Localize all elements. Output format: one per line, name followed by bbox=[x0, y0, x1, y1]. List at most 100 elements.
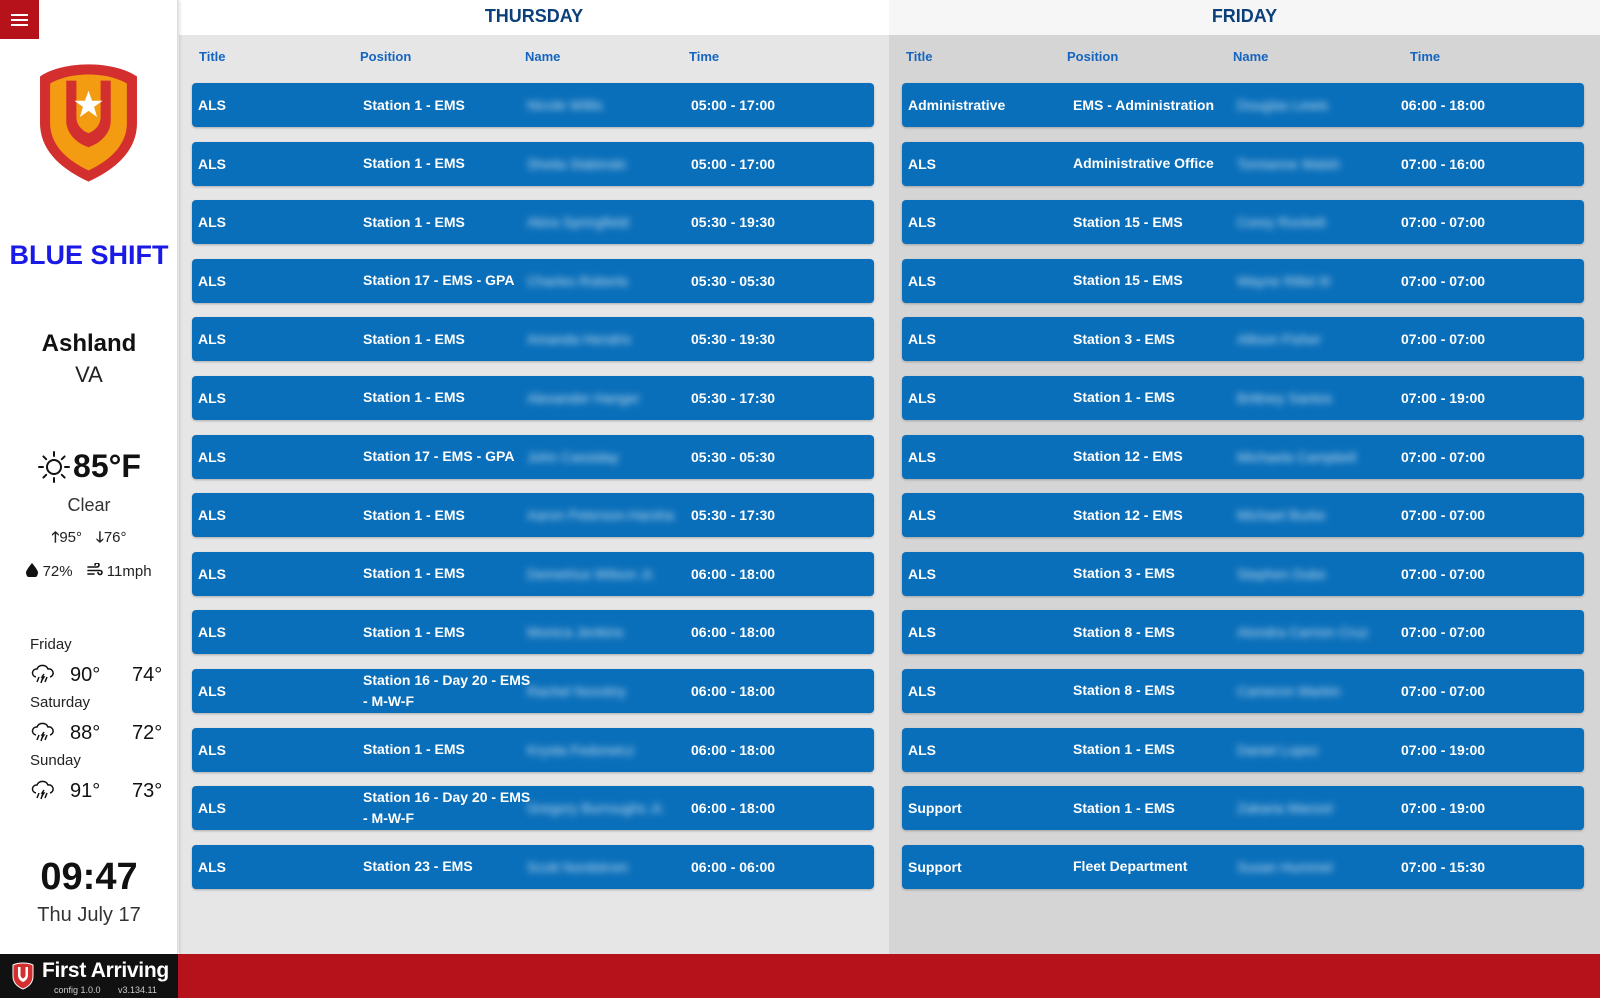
location-city: Ashland bbox=[41, 330, 137, 357]
column-header-name: Name bbox=[1233, 49, 1269, 64]
column-headers: Title Position Name Time bbox=[889, 35, 1600, 83]
shift-position: Station 1 - EMS bbox=[1073, 799, 1175, 816]
shift-row[interactable]: Administrative EMS - Administration Dougla… bbox=[902, 83, 1584, 127]
shift-position: Station 23 - EMS bbox=[363, 858, 473, 875]
shift-row[interactable]: ALS Station 1 - EMS Demetrius Wilson Jr. 06… bbox=[192, 551, 874, 596]
shift-time: 06:00 - 18:00 bbox=[691, 624, 776, 641]
shift-time: 07:00 - 07:00 bbox=[1401, 331, 1486, 348]
shift-row[interactable]: ALS Station 16 - Day 20 - EMS - M-W-F Rach… bbox=[192, 668, 874, 713]
shift-position: Station 1 - EMS bbox=[363, 155, 465, 172]
shift-person-name: Allison Fisher bbox=[1237, 331, 1322, 348]
sidebar: BLUE SHIFT Ashland VA 85°F Clear 🡑95° 🡓7… bbox=[0, 0, 178, 954]
shift-title: ALS bbox=[198, 331, 226, 348]
arrow-down-icon: 🡓 bbox=[96, 529, 104, 546]
shift-row[interactable]: ALS Station 1 - EMS Alexander Hanger 05:30 … bbox=[192, 375, 874, 420]
shift-time: 05:30 - 17:30 bbox=[691, 389, 776, 406]
shift-row[interactable]: ALS Station 3 - EMS Allison Fisher 07:00 - … bbox=[902, 317, 1584, 362]
shift-row[interactable]: Support Station 1 - EMS Zakaria Manzel 07:0… bbox=[902, 786, 1584, 831]
column-header-name: Name bbox=[525, 49, 561, 64]
shift-row[interactable]: ALS Station 12 - EMS Michael Burke 07:00 - … bbox=[902, 493, 1584, 538]
menu-button[interactable] bbox=[0, 0, 39, 39]
shift-position: Station 12 - EMS bbox=[1073, 506, 1183, 523]
forecast-low: 73° bbox=[132, 779, 163, 802]
shift-row[interactable]: ALS Station 8 - EMS Cameron Markin 07:00 - … bbox=[902, 668, 1584, 713]
shift-row[interactable]: ALS Station 3 - EMS Stephen Duke 07:00 - 07… bbox=[902, 551, 1584, 596]
app-version: v3.134.11 bbox=[118, 985, 157, 995]
shift-row[interactable]: ALS Station 15 - EMS Wayne Rillet III 07:00… bbox=[902, 258, 1584, 303]
shift-title: ALS bbox=[198, 272, 226, 289]
shift-row[interactable]: ALS Station 1 - EMS Aaron Peterson-Harsha 0… bbox=[192, 493, 874, 538]
shift-position: Station 16 - Day 20 - EMS - M-W-F bbox=[363, 789, 531, 827]
shift-position: EMS - Administration bbox=[1073, 96, 1215, 113]
shift-title: ALS bbox=[198, 389, 226, 406]
shift-row[interactable]: ALS Station 17 - EMS - GPA John Cassiday 05… bbox=[192, 434, 874, 479]
shift-person-name: Demetrius Wilson Jr. bbox=[527, 565, 656, 582]
shift-person-name: Michaela Campbell bbox=[1237, 448, 1357, 465]
shift-person-name: Akira Springfield bbox=[527, 214, 629, 231]
shift-time: 05:30 - 05:30 bbox=[691, 448, 776, 465]
wind: 11mph bbox=[86, 562, 152, 580]
config-version: config 1.0.0 bbox=[54, 985, 101, 995]
shift-list: ALS Station 1 - EMS Nicole Willis 05:00 - 1… bbox=[179, 83, 889, 889]
shift-row[interactable]: ALS Station 16 - Day 20 - EMS - M-W-F Greg… bbox=[192, 786, 874, 831]
shift-row[interactable]: ALS Station 1 - EMS Brittney Santos 07:00 -… bbox=[902, 375, 1584, 420]
shift-row[interactable]: ALS Station 1 - EMS Amanda Hendrix 05:30 - … bbox=[192, 317, 874, 362]
forecast-day-name: Sunday bbox=[30, 752, 81, 769]
rain-cloud-icon bbox=[31, 722, 54, 742]
shift-row[interactable]: ALS Station 1 - EMS Akira Springfield 05:30… bbox=[192, 200, 874, 245]
shift-person-name: Corey Rockett bbox=[1237, 214, 1326, 231]
shift-title: Support bbox=[908, 858, 962, 875]
shift-row[interactable]: ALS Administrative Office Tomianne Walsh 07… bbox=[902, 141, 1584, 186]
column-header-time: Time bbox=[1410, 49, 1441, 64]
forecast-low: 72° bbox=[132, 721, 163, 744]
shift-row[interactable]: ALS Station 1 - EMS Nicole Willis 05:00 - 1… bbox=[192, 83, 874, 127]
shift-time: 05:00 - 17:00 bbox=[691, 97, 776, 113]
high-temp: 🡑95° bbox=[52, 527, 83, 552]
shift-time: 06:00 - 06:00 bbox=[691, 858, 776, 875]
current-date: Thu July 17 bbox=[37, 904, 141, 926]
high-low: 🡑95° 🡓76° bbox=[0, 527, 178, 552]
shift-row[interactable]: ALS Station 12 - EMS Michaela Campbell 07:0… bbox=[902, 434, 1584, 479]
shift-title: ALS bbox=[908, 682, 936, 699]
shift-row[interactable]: ALS Station 1 - EMS Sheila Slabinski 05:00 … bbox=[192, 141, 874, 186]
rain-cloud-icon bbox=[31, 780, 54, 800]
shift-person-name: Rachel Novotny bbox=[527, 682, 626, 699]
shift-row[interactable]: ALS Station 15 - EMS Corey Rockett 07:00 - … bbox=[902, 200, 1584, 245]
shift-title: ALS bbox=[908, 507, 936, 524]
column-header-position: Position bbox=[360, 49, 412, 64]
shift-time: 06:00 - 18:00 bbox=[691, 741, 776, 758]
forecast-row: 88° 72° bbox=[30, 714, 170, 752]
shift-position: Station 1 - EMS bbox=[363, 213, 465, 230]
shift-time: 07:00 - 19:00 bbox=[1401, 800, 1486, 817]
forecast-high: 88° bbox=[70, 721, 101, 744]
shift-row[interactable]: ALS Station 17 - EMS - GPA Charles Roberts… bbox=[192, 258, 874, 303]
shift-position: Station 1 - EMS bbox=[363, 741, 465, 758]
shift-time: 07:00 - 19:00 bbox=[1401, 741, 1486, 758]
arrow-up-icon: 🡑 bbox=[51, 529, 60, 546]
location-state: VA bbox=[75, 362, 103, 387]
droplet-icon bbox=[26, 563, 39, 579]
shift-list: Administrative EMS - Administration Dougla… bbox=[889, 83, 1600, 889]
shift-position: Station 17 - EMS - GPA bbox=[363, 448, 515, 465]
forecast-day: Friday 90° 74° bbox=[30, 636, 170, 694]
forecast-day: Saturday 88° 72° bbox=[30, 694, 170, 752]
shift-time: 07:00 - 15:30 bbox=[1401, 858, 1486, 875]
shift-time: 07:00 - 07:00 bbox=[1401, 507, 1486, 524]
shift-time: 07:00 - 07:00 bbox=[1401, 624, 1486, 641]
shift-row[interactable]: ALS Station 1 - EMS Daniel Lopez 07:00 - 19… bbox=[902, 727, 1584, 772]
shift-row[interactable]: ALS Station 1 - EMS Monica Jenkins 06:00 - … bbox=[192, 610, 874, 655]
shift-time: 06:00 - 18:00 bbox=[691, 565, 776, 582]
shift-person-name: Nicole Willis bbox=[527, 97, 603, 113]
shift-position: Station 12 - EMS bbox=[1073, 448, 1183, 465]
shift-row[interactable]: ALS Station 1 - EMS Krysta Fedorwicz 06:00 … bbox=[192, 727, 874, 772]
shift-time: 06:00 - 18:00 bbox=[1401, 97, 1486, 113]
forecast: Friday 90° 74° Saturday 88° 72° Sunday bbox=[30, 636, 170, 810]
shift-row[interactable]: ALS Station 8 - EMS Alondra Carrion Cruz 07… bbox=[902, 610, 1584, 655]
shift-title: ALS bbox=[908, 741, 936, 758]
forecast-low: 74° bbox=[132, 663, 163, 686]
shift-position: Station 1 - EMS bbox=[363, 389, 465, 406]
shift-row[interactable]: ALS Station 23 - EMS Scott Nordstrom 06:00 … bbox=[192, 844, 874, 889]
shift-position: Station 1 - EMS bbox=[1073, 741, 1175, 758]
shift-row[interactable]: Support Fleet Department Susan Hummel 07:00… bbox=[902, 844, 1584, 889]
